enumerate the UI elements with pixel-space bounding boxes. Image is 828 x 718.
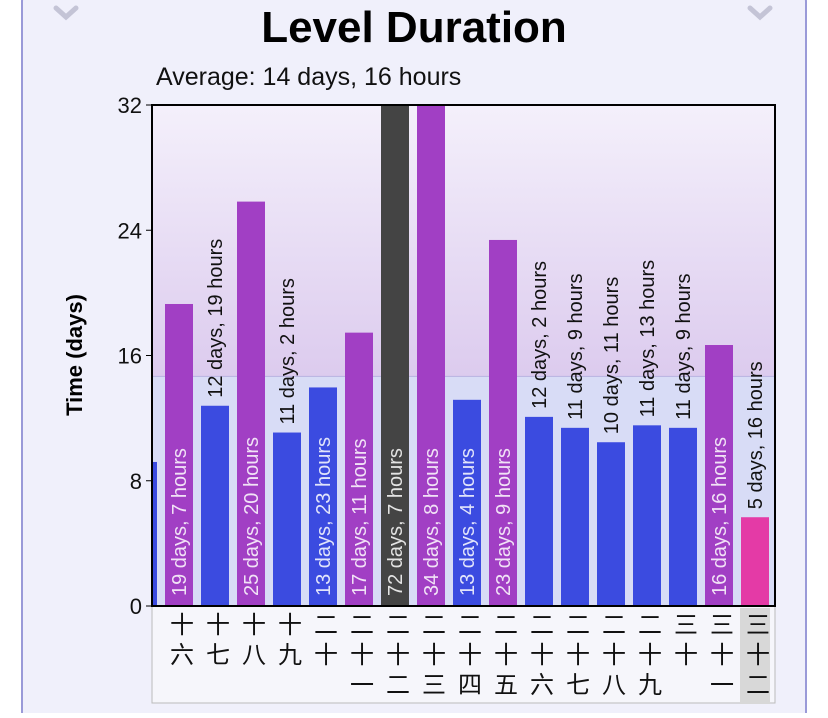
x-tick-label: 三十二 — [742, 612, 769, 702]
bar-value-label: 11 days, 9 hours — [565, 273, 587, 419]
x-tick-label: 二十九 — [634, 612, 662, 702]
bar — [489, 239, 517, 606]
bar — [705, 345, 733, 606]
bar — [669, 427, 697, 606]
chart-subtitle: Average: 14 days, 16 hours — [156, 63, 461, 91]
x-tick-label: 二十四 — [454, 612, 481, 702]
bar — [345, 332, 373, 606]
bar-value-label: 25 days, 20 hours — [241, 437, 263, 596]
x-tick-label: 二十六 — [526, 612, 553, 702]
y-tick-label: 24 — [118, 218, 142, 243]
x-tick-label: 二十 — [310, 612, 337, 672]
x-tick-label: 十六 — [166, 612, 193, 672]
x-tick-label: 十九 — [274, 612, 302, 672]
y-tick-label: 16 — [118, 344, 142, 369]
bar — [417, 105, 445, 606]
bar-value-label: 72 days, 7 hours — [385, 448, 407, 596]
bar — [633, 425, 661, 606]
expand-chevron[interactable] — [747, 5, 773, 21]
bar — [273, 432, 301, 606]
x-tick-label: 二十三 — [418, 612, 445, 702]
bar-value-label: 17 days, 11 hours — [349, 438, 371, 596]
bar — [165, 303, 193, 606]
plot-frame — [151, 104, 776, 607]
bar-value-label: 11 days, 9 hours — [673, 273, 695, 419]
bar-value-label: 5 days, 16 hours — [745, 361, 767, 509]
y-tick-label: 8 — [130, 469, 142, 494]
x-tick-label: 三十一 — [706, 612, 733, 702]
bar — [597, 442, 625, 606]
bar-value-label: 19 days, 7 hours — [169, 448, 191, 596]
current-level-highlight — [740, 608, 770, 704]
x-tick-label: 三十 — [670, 612, 697, 672]
bar-value-label: 10 days, 11 hours — [601, 277, 623, 435]
bar-value-label: 34 days, 8 hours — [421, 448, 443, 596]
bar-value-label: 13 days, 4 hours — [457, 448, 479, 596]
bar-value-label: 11 days, 13 hours — [637, 260, 659, 418]
y-tick-label: 0 — [130, 594, 142, 619]
bar — [237, 201, 265, 606]
x-tick-label: 二十五 — [490, 612, 517, 702]
bar-value-label: 23 days, 9 hours — [493, 448, 515, 596]
category-area — [151, 605, 776, 704]
y-tick-label: 32 — [118, 93, 142, 118]
x-tick-label: 二十一 — [346, 612, 373, 702]
bar — [201, 405, 229, 606]
bar-value-label: 16 days, 16 hours — [709, 437, 731, 596]
x-tick-label: 二十二 — [382, 612, 409, 702]
bar — [561, 427, 589, 606]
y-axis-label: Time (days) — [62, 294, 87, 416]
bar — [453, 399, 481, 606]
x-tick-label: 二十八 — [598, 612, 626, 702]
bar — [381, 105, 409, 606]
bar-value-label: 12 days, 2 hours — [529, 261, 551, 409]
x-tick-label: 二十七 — [562, 612, 589, 702]
chart-title: Level Duration — [261, 3, 567, 52]
collapse-chevron[interactable] — [53, 5, 79, 21]
bar — [309, 387, 337, 606]
bar-value-label: 12 days, 19 hours — [205, 239, 227, 398]
x-tick-label: 十七 — [202, 612, 229, 672]
bar-value-label: 13 days, 23 hours — [313, 437, 335, 596]
x-tick-label: 十八 — [238, 612, 266, 672]
bar — [152, 461, 157, 606]
bar — [525, 416, 553, 606]
bar-value-label: 11 days, 2 hours — [277, 278, 299, 424]
bar — [741, 517, 769, 606]
